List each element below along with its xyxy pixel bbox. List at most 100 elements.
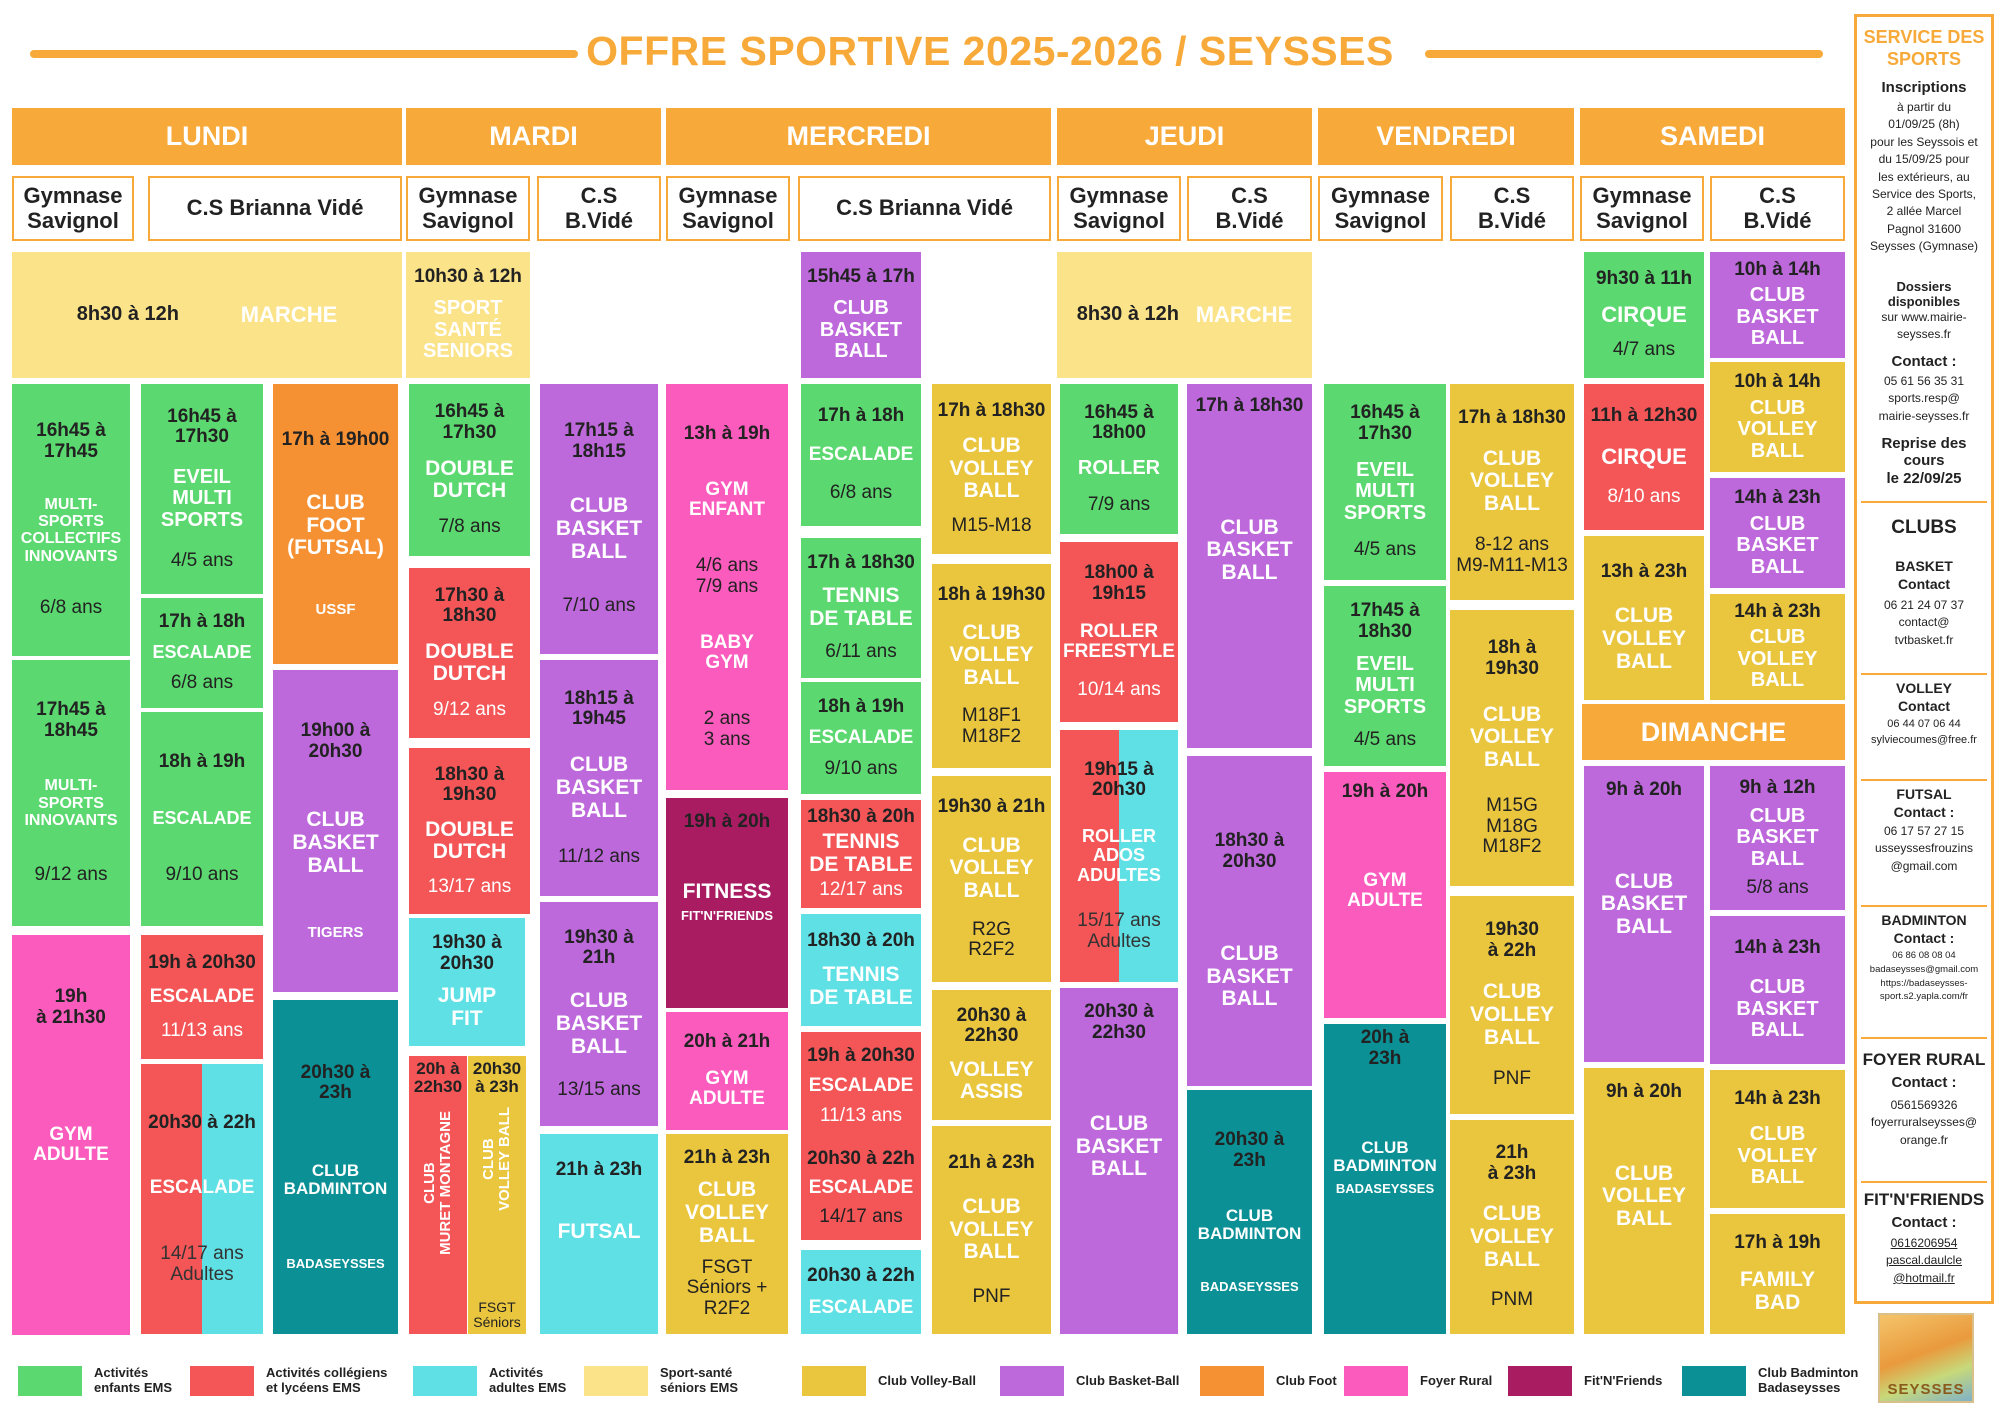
legend-label: Sport-santé séniors EMS — [660, 1365, 739, 1395]
activity-time: 20h30 à 22h — [148, 1111, 256, 1133]
activity-club: BADASEYSSES — [1335, 1180, 1435, 1196]
volley-contact: Contact — [1897, 698, 1951, 714]
activity-name: CLUB BASKET BALL — [1736, 975, 1819, 1042]
activity-name: CLUB BASKET BALL — [819, 297, 903, 363]
day-header-samedi: SAMEDI — [1580, 108, 1845, 165]
legend-label: Activités enfants EMS — [94, 1365, 173, 1395]
activity-time: 14h à 23h — [1734, 601, 1821, 623]
activity-time: 18h à 19h — [158, 751, 246, 773]
activity-time: 18h à 19h30 — [1485, 637, 1539, 679]
activity-block: 14h à 23h CLUB BASKET BALL — [1710, 916, 1845, 1064]
activity-age: 4/5 ans — [1353, 729, 1417, 751]
seysses-logo: SEYSSES — [1878, 1313, 1974, 1403]
activity-name: GYM ADULTE — [1347, 869, 1423, 912]
activity-block: 9h à 12h CLUB BASKET BALL 5/8 ans — [1710, 766, 1845, 910]
day-header-dimanche: DIMANCHE — [1582, 704, 1845, 760]
activity-block: 17h à 18h30 CLUB BASKET BALL — [1187, 384, 1312, 748]
activity-name: DOUBLE DUTCH — [425, 817, 514, 864]
activity-age: 5/8 ans — [1746, 876, 1809, 898]
activity-time: 17h45 à 18h45 — [36, 699, 106, 741]
activity-time: 15h45 à 17h — [807, 265, 915, 287]
activity-block: 10h à 14h CLUB VOLLEY BALL — [1710, 362, 1845, 472]
activity-block: 17h30 à 18h30 DOUBLE DUTCH 9/12 ans — [409, 568, 530, 738]
legend-item: Foyer Rural — [1344, 1366, 1492, 1396]
legend-swatch — [1200, 1366, 1264, 1396]
legend-label: Foyer Rural — [1420, 1372, 1493, 1388]
activity-age: 4/6 ans 7/9 ans — [695, 555, 759, 597]
foyer-text: 0561569326 foyerruralseysses@ orange.fr — [1870, 1098, 1978, 1147]
basket-text: 06 21 24 07 37 contact@ tvtbasket.fr — [1883, 598, 1965, 647]
activity-name: CLUB BASKET BALL — [1075, 1112, 1163, 1181]
activity-time: 16h45 à 17h30 — [434, 401, 505, 443]
activity-time: 20h30 à 22h — [807, 1264, 915, 1286]
venue-cs-mercredi: C.S Brianna Vidé — [798, 176, 1051, 241]
dossiers-title: Dossiers disponibles — [1887, 279, 1961, 309]
activity-time: 13h à 23h — [1600, 561, 1688, 583]
activity-time: 9h30 à 11h — [1595, 268, 1693, 290]
activity-time: 8h30 à 12h — [1076, 303, 1179, 326]
activity-block: 17h à 18h ESCALADE 6/8 ans — [801, 384, 921, 526]
activity-time: 18h30 à 19h30 — [434, 763, 505, 806]
activity-time: 20h à 23h — [1360, 1027, 1410, 1069]
legend-item: Fit'N'Friends — [1508, 1366, 1662, 1396]
activity-time: 19h à 20h — [1341, 781, 1429, 802]
activity-block: 20h30 à 22h ESCALADE 14/17 ans Adultes — [141, 1064, 263, 1334]
activity-age: 6/11 ans — [825, 641, 897, 663]
activity-time: 21h à 23h — [555, 1159, 643, 1180]
activity-block: 19h30 à 21h CLUB BASKET BALL 13/15 ans — [540, 902, 658, 1126]
activity-block: 18h à 19h ESCALADE 9/10 ans — [141, 712, 263, 926]
activity-time: 17h à 18h30 — [1458, 406, 1566, 428]
activity-time: 11h à 12h30 — [1590, 405, 1698, 427]
activity-name: CLUB VOLLEY BALL — [1469, 702, 1554, 772]
activity-name: CLUB VOLLEY BALL — [1469, 446, 1554, 516]
activity-time: 18h30 à 20h — [807, 929, 915, 951]
activity-time: 19h à 20h30 — [148, 951, 256, 973]
foyer-contact: Contact : — [1891, 1074, 1957, 1091]
legend-swatch — [1000, 1366, 1064, 1396]
activity-name: ESCALADE — [808, 1074, 914, 1096]
venue-gymnase-mardi: Gymnase Savignol — [406, 176, 530, 241]
legend-label: Club Basket-Ball — [1076, 1372, 1180, 1388]
activity-name: FITNESS — [682, 879, 772, 903]
futsal-contact: Contact : — [1893, 804, 1955, 820]
activity-time: 20h30 à 23h — [1214, 1129, 1285, 1171]
venue-gymnase-samedi: Gymnase Savignol — [1580, 176, 1704, 241]
activity-name: MULTI- SPORTS INNOVANTS — [24, 777, 118, 829]
activity-time: 10h30 à 12h — [414, 265, 522, 287]
activity-time: 14h à 23h — [1734, 1087, 1821, 1109]
legend-label: Club Badminton Badaseysses — [1758, 1365, 1859, 1395]
activity-name: DOUBLE DUTCH — [425, 456, 514, 503]
activity-time: 14h à 23h — [1734, 937, 1821, 959]
divider — [1861, 1037, 1987, 1039]
activity-age: M15G M18G M18F2 — [1482, 795, 1542, 858]
reprise-text: Reprise des cours le 22/09/25 — [1881, 435, 1967, 487]
activity-block: 16h45 à 17h30 EVEIL MULTI SPORTS 4/5 ans — [1324, 384, 1446, 580]
activity-name: CLUB BASKET BALL — [1736, 804, 1819, 870]
activity-age: 6/8 ans — [170, 672, 234, 694]
activity-name: CIRQUE — [1601, 302, 1687, 328]
activity-block: 18h à 19h30 CLUB VOLLEY BALL M18F1 M18F2 — [932, 564, 1051, 768]
activity-name: ESCALADE — [149, 985, 255, 1007]
activity-name: CLUB BASKET BALL — [1206, 515, 1293, 584]
activity-block: 21h à 23h CLUB VOLLEY BALL FSGT Séniors … — [666, 1134, 788, 1334]
activity-block: 10h à 14h CLUB BASKET BALL — [1710, 252, 1845, 358]
activity-age: PNF — [972, 1285, 1011, 1307]
activity-name: CLUB VOLLEY BALL — [684, 1178, 769, 1247]
activity-time: 16h45 à 17h45 — [36, 420, 106, 462]
activity-time: 20h à 21h — [683, 1031, 771, 1053]
activity-age: 10/14 ans — [1077, 679, 1161, 701]
activity-club: FIT'N'FRIENDS — [680, 908, 774, 924]
divider — [1861, 1181, 1987, 1183]
activity-block: 20h30 à 23h CLUB VOLLEY BALL FSGT Sénior… — [468, 1056, 526, 1334]
activity-name: CLUB VOLLEY BALL — [1469, 980, 1554, 1049]
activity-time: 16h45 à 17h30 — [167, 405, 237, 448]
day-header-mercredi: MERCREDI — [666, 108, 1051, 165]
activity-time: 21h à 23h — [948, 1151, 1035, 1173]
activity-block: 20h30 à 22h30 CLUB BASKET BALL — [1060, 988, 1178, 1334]
legend-item: Activités adultes EMS — [413, 1365, 566, 1396]
activity-block: 9h à 20h CLUB VOLLEY BALL — [1584, 1068, 1704, 1334]
legend-swatch — [1508, 1366, 1572, 1396]
activity-block: 10h30 à 12h SPORT SANTÉ SENIORS — [406, 252, 530, 378]
logo-text: SEYSSES — [1887, 1381, 1965, 1398]
activity-age: PNM — [1490, 1289, 1534, 1311]
